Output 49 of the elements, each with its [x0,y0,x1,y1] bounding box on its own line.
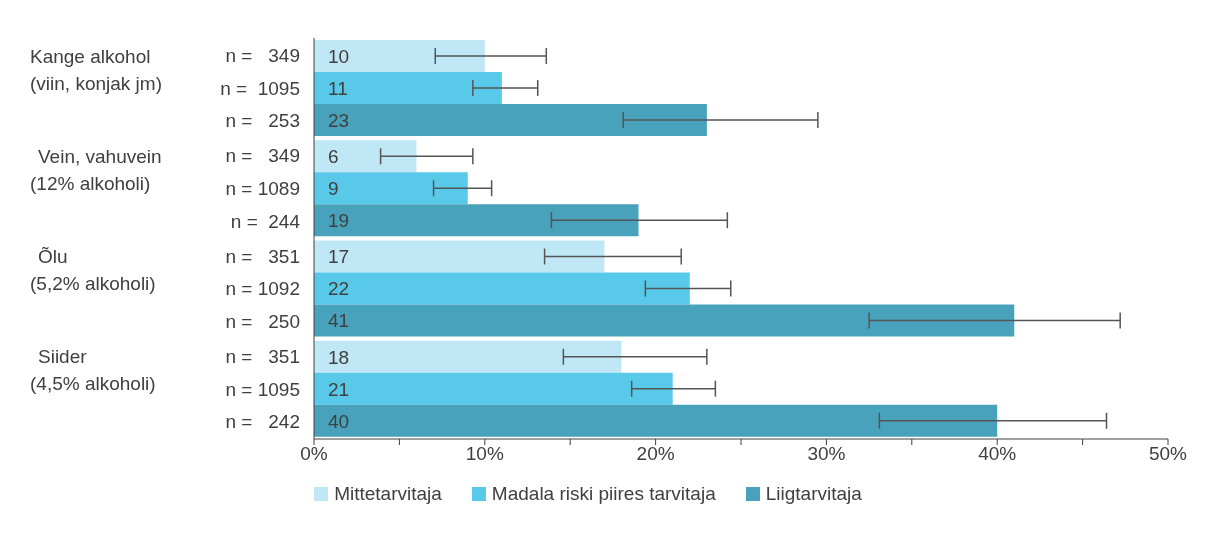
text: n = 244 [230,210,301,232]
data-label: 6 [328,146,339,167]
y-tick-label: Kange alkohol (viin, konjak jm) [30,45,162,94]
text: n = 1092 [225,278,300,300]
text: n = 242 [225,411,300,433]
bar [314,404,998,437]
bar [314,172,468,205]
y-tick-label: Vein, vahuvein (12% alkoholi) [30,145,162,194]
data-label: 23 [328,109,350,131]
bar [314,272,690,305]
data-label: 19 [328,210,350,231]
x-tick-label: 10% [465,443,504,465]
text: n = 349 [225,145,300,167]
bar [314,304,1015,337]
x-tick-label: 50% [1148,443,1188,465]
legend-label: Madala riski piires tarvitaja [490,483,716,505]
text: n = 351 [225,345,300,367]
bar [314,104,707,137]
data-label: 10 [328,45,350,67]
data-label: 17 [328,246,350,268]
x-tick-label: 20% [636,443,675,465]
y-tick-label: Siider (4,5% alkoholi) [30,346,156,395]
bar [314,140,417,173]
bar [314,240,605,273]
data-label: 18 [328,346,350,368]
data-label: 9 [328,178,339,199]
legend-label: Mittetarvitaja [333,483,442,505]
data-label: 11 [328,77,348,99]
text: n = 351 [225,245,300,267]
data-label: 41 [328,310,350,332]
y-tick-label: Õlu (5,2% alkoholi) [30,246,156,295]
data-label: 21 [328,378,350,400]
bar [314,204,639,237]
bar [314,340,622,373]
data-label: 22 [328,278,350,300]
bar [314,72,502,105]
data-label: 40 [328,410,350,432]
x-tick-label: 30% [807,443,846,465]
x-tick-label: 40% [978,443,1017,465]
bar [314,372,673,405]
text: n = 1095 [220,77,300,99]
x-tick-label: 0% [300,443,328,465]
text: n = 349 [225,45,300,67]
legend-label: Liigtarvitaja [764,483,862,505]
text: n = 1089 [225,178,300,200]
text: n = 1095 [225,378,300,400]
text: n = 253 [225,110,300,132]
bar [314,40,485,73]
text: n = 250 [225,310,300,332]
